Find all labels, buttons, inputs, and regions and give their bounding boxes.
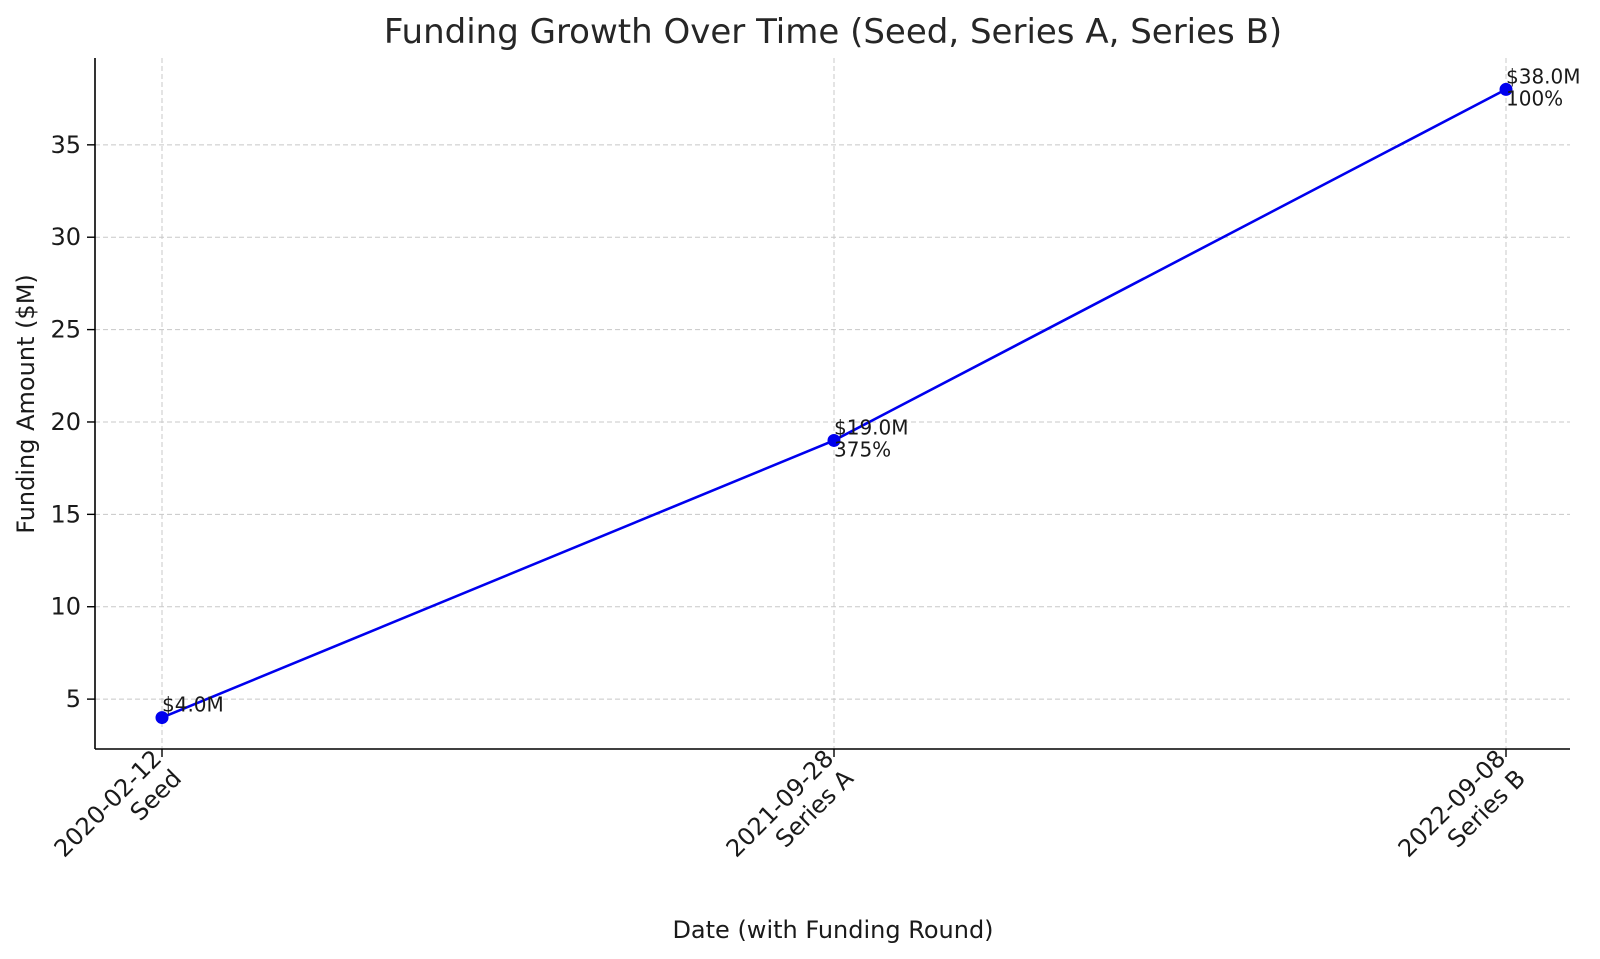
y-tick-label: 5 [66, 685, 81, 713]
axes-layer [87, 58, 1570, 757]
y-tick-label: 15 [50, 500, 81, 528]
chart-title: Funding Growth Over Time (Seed, Series A… [384, 12, 1282, 52]
x-axis-label: Date (with Funding Round) [672, 916, 993, 944]
y-tick-label: 25 [50, 316, 81, 344]
data-label-amount: $4.0M [162, 693, 224, 717]
data-point [1499, 82, 1513, 96]
y-tick-label: 30 [50, 223, 81, 251]
data-label-amount: $19.0M [834, 415, 909, 439]
series-layer [155, 82, 1513, 725]
y-axis-label: Funding Amount ($M) [12, 274, 40, 534]
data-point [155, 711, 169, 725]
data-label-growth: 100% [1506, 86, 1563, 110]
grid-layer [95, 58, 1570, 749]
y-tick-label: 10 [50, 593, 81, 621]
y-tick-label: 20 [50, 408, 81, 436]
data-label-growth: 375% [834, 437, 891, 461]
y-tick-label: 35 [50, 131, 81, 159]
data-label-amount: $38.0M [1506, 64, 1581, 88]
data-point [827, 433, 841, 447]
